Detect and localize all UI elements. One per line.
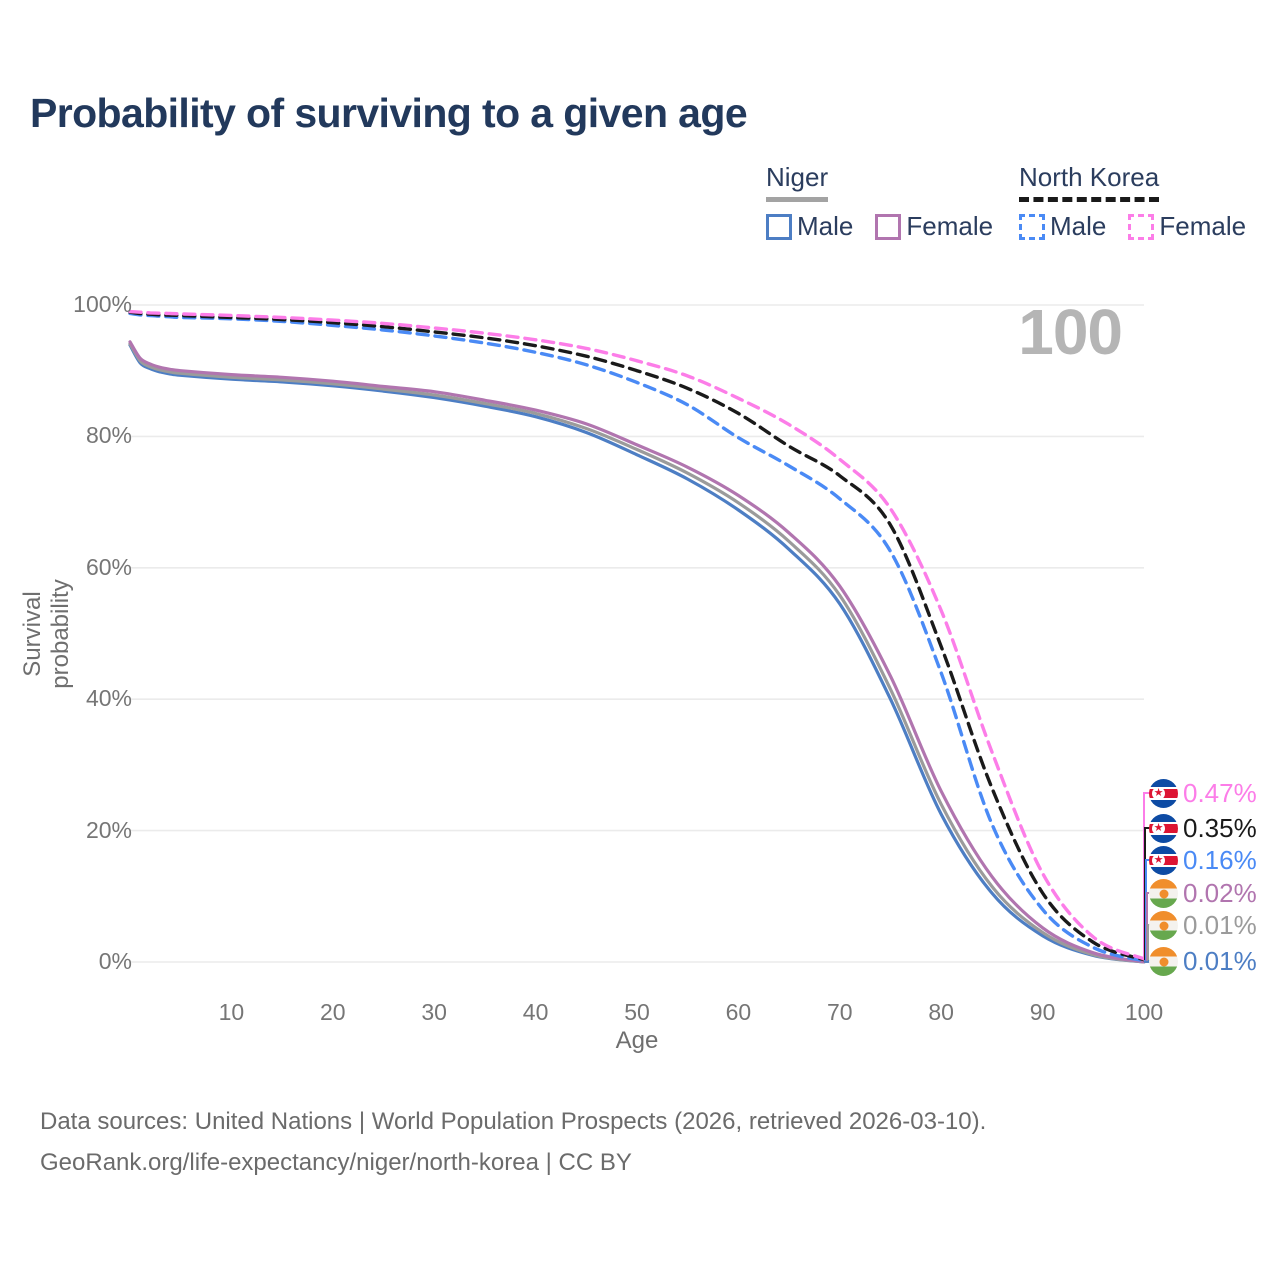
north-korea-female-swatch-icon [1128,213,1155,240]
x-tick-label: 70 [827,999,853,1025]
y-tick-label: 80% [85,422,132,449]
legend-item-north-korea-female: Female [1128,211,1246,242]
legend-item-niger-male: Male [766,211,853,242]
series-line-niger [128,342,1146,964]
end-label-value: 0.35% [1183,813,1257,843]
x-tick-label: 40 [522,999,549,1025]
legend-label-north-korea-male: Male [1050,211,1107,241]
x-tick-label: 50 [624,999,650,1025]
legend-country-north-korea-label: North Korea [1019,162,1160,202]
end-label-value: 0.01% [1183,910,1257,940]
series-line-niger-male [128,343,1146,964]
x-tick-label: 20 [320,999,346,1025]
x-tick-label: 30 [421,999,447,1025]
y-tick-label: 20% [85,816,132,843]
end-label-north-korea: ★ 0.35% [1149,813,1257,844]
flag-sun-emblem [1159,957,1168,966]
niger-flag-icon [1149,879,1178,908]
legend-items-north-korea: Male Female [1019,211,1246,242]
series-line-niger-female [128,340,1146,964]
x-tick-label: 90 [1029,999,1056,1025]
niger-female-swatch-icon [875,213,902,240]
series-line-north-korea-female [128,309,1146,961]
x-tick-label: 100 [1124,999,1164,1025]
y-tick-label: 60% [85,553,132,580]
x-axis-title: Age [615,1027,659,1054]
end-label-niger-male: 0.01% [1149,946,1257,977]
end-label-north-korea-female: ★ 0.47% [1149,778,1257,809]
legend-item-niger-female: Female [875,211,993,242]
legend-country-niger-label: Niger [766,162,829,202]
end-label-niger-female: 0.02% [1149,878,1257,909]
footer-attribution: GeoRank.org/life-expectancy/niger/north-… [40,1149,632,1176]
y-tick-label: 40% [85,685,132,712]
legend-country-north-korea: North Korea [1019,162,1246,202]
legend-label-niger-male: Male [797,211,854,241]
north-korea-male-swatch-icon [1019,213,1045,240]
legend-item-north-korea-male: Male [1019,211,1106,242]
footer-data-sources: Data sources: United Nations | World Pop… [40,1108,987,1135]
series-line-north-korea-male [128,311,1146,963]
x-tick-label: 10 [218,999,245,1025]
end-label-value: 0.01% [1183,946,1257,976]
legend-country-niger: Niger [766,162,993,202]
end-label-value: 0.02% [1183,878,1257,908]
x-tick-label: 60 [725,999,752,1025]
flag-sun-emblem [1159,921,1168,930]
series-line-north-korea [128,310,1146,962]
y-tick-label: 100% [73,291,132,317]
legend-label-north-korea-female: Female [1159,211,1247,241]
end-label-value: 0.16% [1183,845,1257,875]
north-korea-flag-icon: ★ [1149,814,1178,843]
legend-group-niger: Niger Male Female [766,162,993,242]
flag-star-emblem: ★ [1152,854,1165,867]
end-label-north-korea-male: ★ 0.16% [1149,845,1257,876]
niger-flag-icon [1149,947,1178,976]
legend-group-north-korea: North Korea Male Female [1019,162,1246,242]
age-counter-watermark: 100 [1018,296,1123,368]
north-korea-flag-icon: ★ [1149,779,1178,808]
y-tick-label: 0% [98,948,132,974]
flag-star-emblem: ★ [1152,787,1165,800]
flag-star-emblem: ★ [1152,822,1165,835]
north-korea-flag-icon: ★ [1149,846,1178,875]
flag-sun-emblem [1159,889,1168,898]
legend-label-niger-female: Female [906,211,994,241]
page-title: Probability of surviving to a given age [30,90,748,136]
niger-male-swatch-icon [766,213,792,240]
niger-flag-icon [1149,911,1178,940]
end-label-value: 0.47% [1183,778,1257,808]
end-label-niger: 0.01% [1149,910,1257,941]
legend-items-niger: Male Female [766,211,993,242]
x-tick-label: 80 [928,999,954,1025]
